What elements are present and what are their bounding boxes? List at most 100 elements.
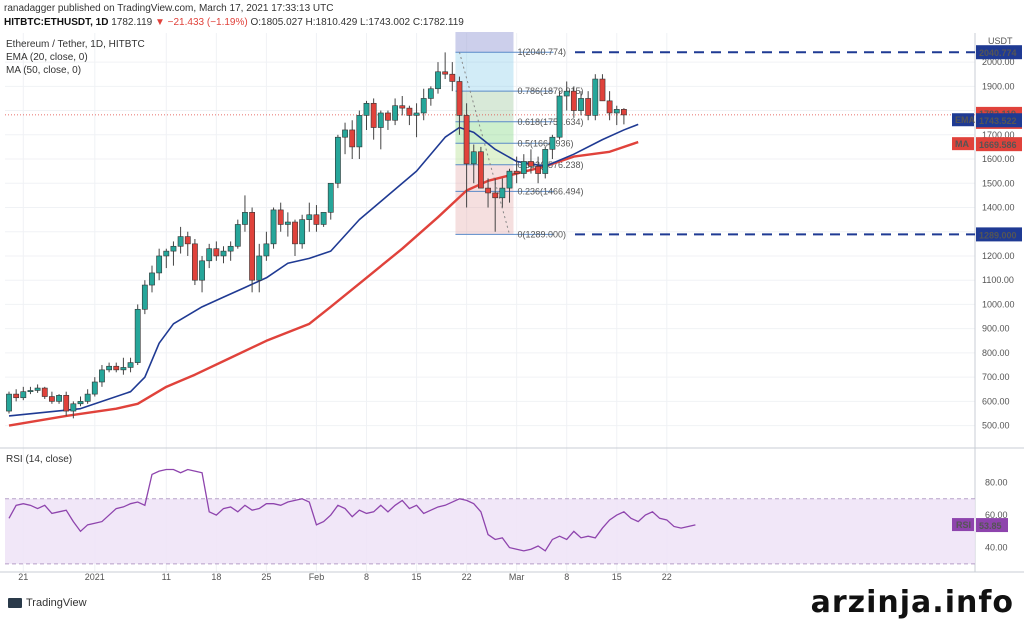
price-tick-label: 1400.00: [982, 202, 1015, 212]
price-tick-label: 1200.00: [982, 251, 1015, 261]
time-axis[interactable]: 21 2021 11 18 25 Feb 8 15 22 Mar 8 15 22: [18, 572, 672, 582]
ma-value-tag-bg: [976, 137, 1022, 152]
candle-up: [34, 387, 41, 391]
rsi-tick-label: 60.00: [985, 510, 1008, 520]
price-tick-label: 1500.00: [982, 178, 1015, 188]
candle-down: [41, 387, 48, 397]
fib-level-label: 0.618(1753.634): [518, 117, 584, 127]
fib-level-label: 0.786(1879.915): [518, 86, 584, 96]
candle-down: [249, 212, 255, 281]
candle-up: [6, 393, 12, 412]
ma50-polyline: [8, 140, 639, 427]
candle-down: [599, 78, 606, 102]
candle-down: [385, 112, 391, 121]
candle-down: [370, 102, 377, 128]
fib-zone: [455, 52, 514, 92]
candle-up: [592, 78, 599, 116]
publisher-line: ranadagger published on TradingView.com,…: [4, 3, 334, 14]
candle-up: [120, 367, 127, 371]
candle-up: [427, 88, 434, 99]
ema-name: EMA: [955, 115, 976, 125]
candle-up: [220, 250, 227, 257]
time-tick-label: 15: [412, 572, 422, 582]
ema20-polyline: [8, 123, 639, 417]
legend-title: Ethereum / Tether, 1D, HITBTC: [6, 39, 145, 50]
candle-up: [284, 221, 291, 225]
candle-up: [20, 391, 27, 399]
candle-up: [377, 112, 384, 128]
symbol[interactable]: HITBTC:ETHUSDT, 1D: [4, 17, 109, 28]
candle-up: [363, 102, 370, 116]
candle-up: [263, 243, 270, 257]
candle-down: [585, 98, 592, 116]
candle-down: [442, 71, 449, 75]
candle-up: [234, 224, 241, 247]
tradingview-brand[interactable]: TradingView: [8, 597, 87, 609]
ma-name: MA: [955, 139, 969, 149]
candle-up: [99, 369, 105, 383]
candle-down: [313, 214, 320, 225]
legend-ma: MA (50, close, 0): [6, 65, 81, 76]
candle-up: [499, 187, 506, 199]
chart-header: ranadagger published on TradingView.com,…: [0, 0, 1024, 32]
candle-up: [170, 245, 177, 252]
candle-down: [292, 221, 298, 245]
candle-up: [520, 161, 527, 174]
fib-zone-top: [455, 30, 514, 53]
candle-down: [449, 73, 456, 82]
candle-up: [563, 90, 570, 97]
candle-up: [413, 112, 420, 116]
price-tick-label: 1000.00: [982, 299, 1015, 309]
candle-up: [141, 284, 148, 310]
candle-up: [435, 71, 441, 90]
price-tick-label: 1700.00: [982, 130, 1015, 140]
price-tick-label: 2000.00: [982, 57, 1015, 67]
price-tick-label: 1100.00: [982, 275, 1014, 285]
price-unit-label: USDT: [988, 36, 1013, 46]
candle-down: [406, 107, 413, 116]
legend-ema: EMA (20, close, 0): [6, 52, 88, 63]
candle-down: [606, 100, 613, 114]
ma50-line: [8, 140, 639, 427]
ohlc-values: O:1805.027 H:1810.429 L:1743.002 C:1782.…: [250, 17, 464, 28]
candle-up: [506, 170, 513, 189]
candle-up: [227, 245, 234, 252]
candle-down: [477, 151, 484, 189]
price-tick-label: 500.00: [982, 421, 1010, 431]
candle-down: [570, 90, 577, 111]
candle-up: [306, 214, 313, 220]
candle-down: [113, 365, 120, 371]
candle-up: [299, 219, 306, 245]
fib-zone: [455, 121, 514, 144]
candle-up: [77, 401, 84, 405]
time-tick-label: 15: [612, 572, 622, 582]
price-axis[interactable]: 500.00 600.00 700.00 800.00 900.00 1000.00 110…: [952, 36, 1022, 553]
candle-up: [91, 381, 98, 395]
rsi-value-tag-bg: [976, 518, 1008, 533]
time-tick-label: 22: [462, 572, 472, 582]
candle-up: [84, 393, 91, 402]
grid: [0, 33, 1024, 573]
candle-up: [327, 182, 334, 213]
price-change: ▼ −21.433 (−1.19%): [154, 17, 248, 28]
candle-up: [256, 255, 263, 281]
candle-down: [456, 81, 463, 116]
brand-label: TradingView: [26, 597, 87, 609]
candle-down: [620, 109, 627, 116]
time-tick-label: 18: [211, 572, 221, 582]
candle-up: [242, 212, 248, 225]
candle-down: [213, 248, 220, 257]
level-tag: 1289.000: [979, 230, 1017, 240]
candle-up: [134, 308, 141, 363]
candle-up: [578, 98, 584, 111]
candle-down: [535, 165, 541, 174]
time-tick-label: Feb: [309, 572, 325, 582]
fib-trendline: [458, 52, 510, 235]
rsi-tick-label: 40.00: [985, 543, 1008, 553]
ema-value-tag-bg: [976, 113, 1022, 128]
candle-up: [270, 209, 277, 245]
candle-up: [320, 212, 327, 225]
ma-name-bg: [952, 137, 974, 151]
candle-up: [206, 248, 213, 262]
